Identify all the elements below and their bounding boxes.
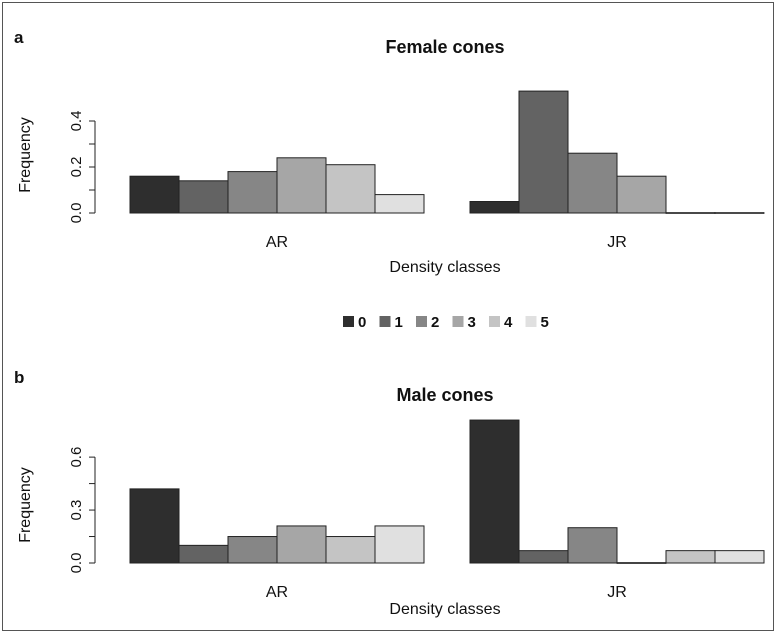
panel-b-group-labels: AR JR	[266, 584, 627, 601]
panel-b-category-label-ar: AR	[266, 584, 288, 601]
panel-b-bars	[129, 419, 765, 564]
panel-b-bar-jr-class-4	[665, 550, 716, 564]
panel-b-chart: b Male cones Frequency Density classes 0…	[14, 368, 765, 618]
panel-a-bar-jr-class-3	[616, 175, 667, 214]
panel-b-bar-jr-class-3	[616, 562, 667, 564]
panel-a-group-labels: AR JR	[266, 234, 627, 251]
legend-label-4: 4	[504, 314, 513, 331]
panel-a-y-tick-label: 0.0	[68, 203, 85, 224]
panel-a-xlabel: Density classes	[389, 259, 500, 276]
panel-b-bar-ar-class-1	[178, 544, 229, 564]
panel-a-bar-jr-class-1	[518, 90, 569, 214]
panel-b-bar-ar-class-5	[374, 525, 425, 564]
panel-a-title: Female cones	[385, 37, 504, 57]
panel-a-chart: a Female cones Frequency Density classes…	[14, 28, 765, 276]
panel-a-y-tick-label: 0.4	[68, 111, 85, 132]
panel-b-bar-ar-class-4	[325, 536, 376, 564]
legend-label-1: 1	[395, 314, 403, 331]
panel-b-title: Male cones	[396, 385, 493, 405]
legend-label-3: 3	[468, 314, 476, 331]
legend: 0 1 2 3 4 5	[343, 314, 549, 331]
panel-b-bar-jr-class-2	[567, 527, 618, 564]
legend-swatch-2	[416, 316, 427, 327]
panel-b-bar-ar-class-0	[129, 488, 180, 564]
panel-a-category-label-ar: AR	[266, 234, 288, 251]
legend-swatch-3	[452, 316, 464, 327]
legend-swatch-4	[489, 316, 500, 327]
panel-a-bar-jr-class-2	[567, 152, 618, 214]
panel-b-letter: b	[14, 368, 24, 387]
panel-a-bar-ar-class-3	[276, 157, 327, 214]
panel-a-bar-ar-class-2	[227, 171, 278, 214]
panel-b-xlabel: Density classes	[389, 601, 500, 618]
panel-b-y-tick-label: 0.6	[68, 447, 85, 468]
legend-swatch-5	[525, 316, 537, 327]
panel-b-category-label-jr: JR	[607, 584, 627, 601]
panel-a-bar-jr-class-0	[469, 201, 520, 214]
panel-a-y-axis: 0.0 0.2 0.4	[68, 111, 96, 224]
panel-a-bar-jr-class-5	[714, 212, 765, 214]
panel-a-bars	[129, 90, 765, 214]
legend-swatch-0	[343, 316, 354, 327]
panel-b-y-tick-label: 0.3	[68, 500, 85, 521]
legend-label-0: 0	[358, 314, 366, 331]
panel-a-bar-ar-class-1	[178, 180, 229, 214]
panel-b-bar-jr-class-0	[469, 419, 520, 564]
panel-a-bar-ar-class-5	[374, 194, 425, 214]
panel-b-bar-jr-class-5	[714, 550, 765, 564]
panel-b-y-axis: 0.0 0.3 0.6	[68, 447, 96, 574]
legend-label-2: 2	[431, 314, 439, 331]
legend-swatch-1	[379, 316, 391, 327]
panel-a-letter: a	[14, 28, 24, 47]
panel-a-y-tick-label: 0.2	[68, 157, 85, 178]
legend-label-5: 5	[541, 314, 549, 331]
panel-b-bar-ar-class-2	[227, 536, 278, 564]
panel-b-y-tick-label: 0.0	[68, 553, 85, 574]
panel-a-bar-ar-class-0	[129, 175, 180, 214]
panel-a-bar-jr-class-4	[665, 212, 716, 214]
panel-a-category-label-jr: JR	[607, 234, 627, 251]
panel-b-bar-ar-class-3	[276, 525, 327, 564]
panel-a-ylabel: Frequency	[17, 117, 34, 193]
panel-b-ylabel: Frequency	[17, 467, 34, 543]
panel-b-bar-jr-class-1	[518, 550, 569, 564]
panel-a-bar-ar-class-4	[325, 164, 376, 214]
